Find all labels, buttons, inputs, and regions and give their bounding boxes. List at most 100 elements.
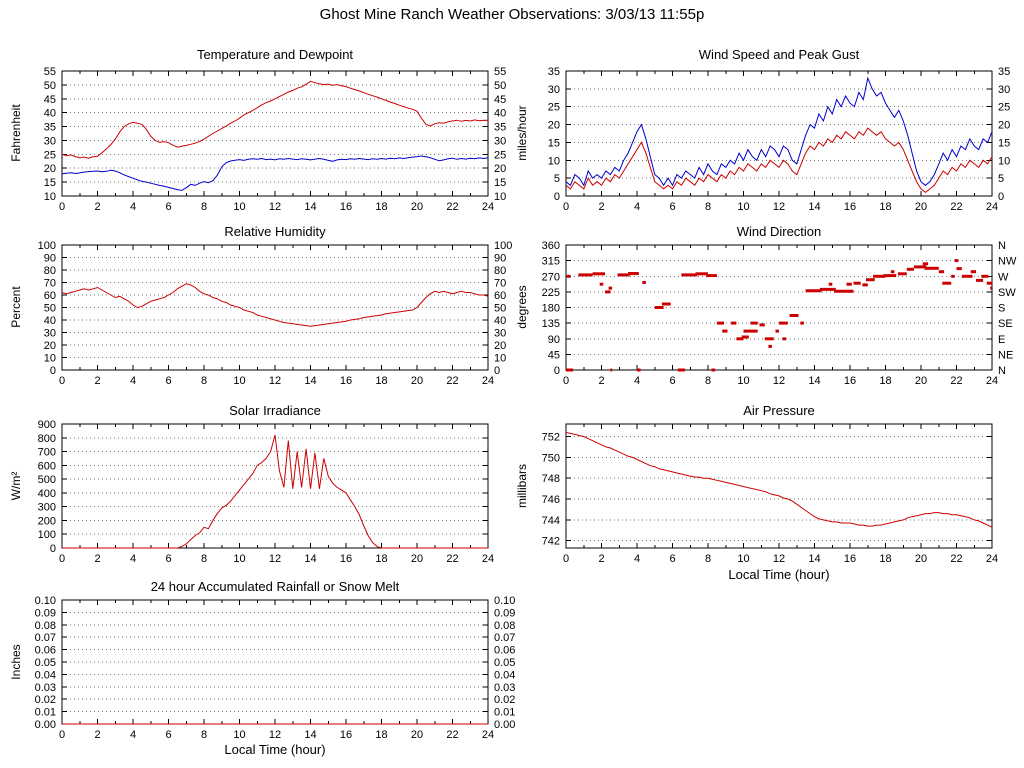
x-tick-label: 16 [340, 201, 352, 213]
x-tick-label: 20 [915, 553, 927, 565]
x-tick-label: 2 [94, 729, 100, 741]
y-tick-label-right: 0.03 [494, 682, 515, 694]
compass-label: NW [998, 256, 1017, 268]
y-tick-label: 50 [44, 80, 56, 92]
compass-label: SE [998, 318, 1013, 330]
x-tick-label: 8 [201, 729, 207, 741]
x-tick-label: 14 [304, 553, 316, 565]
x-tick-label: 6 [165, 729, 171, 741]
x-tick-label: 4 [634, 201, 640, 213]
y-tick-label: 400 [38, 488, 56, 500]
x-tick-label: 14 [808, 553, 820, 565]
chart-title-rainfall: 24 hour Accumulated Rainfall or Snow Mel… [150, 579, 400, 594]
y-tick-label-right: 60 [494, 290, 506, 302]
x-tick-label: 12 [269, 201, 281, 213]
chart-title-solar: Solar Irradiance [229, 403, 321, 418]
x-tick-label: 18 [879, 201, 891, 213]
x-tick-label: 6 [165, 375, 171, 387]
x-tick-label: 12 [773, 375, 785, 387]
x-tick-label: 14 [304, 729, 316, 741]
compass-label: E [998, 334, 1005, 346]
y-tick-label-right: 0.06 [494, 645, 515, 657]
y-axis-label-degrees: degrees [515, 285, 529, 329]
y-tick-label-right: 0 [998, 191, 1004, 203]
x-tick-label: 24 [482, 375, 494, 387]
y-tick-label: 500 [38, 474, 56, 486]
y-tick-label-right: 10 [998, 155, 1010, 167]
x-tick-label: 0 [563, 553, 569, 565]
y-tick-label: 0.08 [35, 620, 56, 632]
x-tick-label: 8 [705, 201, 711, 213]
y-tick-label: 600 [38, 460, 56, 472]
y-axis-label-miles-per-hour: miles/hour [515, 105, 529, 161]
x-tick-label: 0 [59, 375, 65, 387]
series-wind-speed [565, 127, 993, 194]
y-tick-label-right: 30 [998, 84, 1010, 96]
x-tick-label: 14 [808, 375, 820, 387]
compass-label: S [998, 303, 1005, 315]
x-tick-label: 6 [165, 553, 171, 565]
y-tick-label-right: 0.00 [494, 719, 515, 731]
x-tick-label: 18 [375, 729, 387, 741]
x-tick-label: 24 [482, 729, 494, 741]
x-tick-label: 22 [950, 201, 962, 213]
y-tick-label: 50 [44, 303, 56, 315]
y-tick-label-right: 45 [494, 94, 506, 106]
y-tick-label: 5 [554, 173, 560, 185]
y-tick-label-right: 20 [998, 120, 1010, 132]
y-tick-label: 35 [44, 122, 56, 134]
y-tick-label: 55 [44, 66, 56, 78]
y-tick-label-right: 20 [494, 163, 506, 175]
chart-title-pressure: Air Pressure [743, 403, 815, 418]
x-tick-label: 16 [340, 375, 352, 387]
plot-frame [61, 423, 489, 549]
y-tick-label-right: 0.02 [494, 694, 515, 706]
y-tick-label: 0.04 [35, 669, 56, 681]
x-tick-label: 4 [634, 375, 640, 387]
y-tick-label: 20 [44, 340, 56, 352]
x-tick-label: 18 [879, 553, 891, 565]
x-tick-label: 0 [59, 553, 65, 565]
y-tick-label: 0 [554, 365, 560, 377]
x-tick-label: 10 [233, 375, 245, 387]
y-tick-label-right: 20 [494, 340, 506, 352]
y-tick-label-right: 80 [494, 265, 506, 277]
compass-label: N [998, 365, 1006, 377]
x-tick-label: 22 [446, 375, 458, 387]
x-tick-label: 20 [411, 553, 423, 565]
x-tick-label: 2 [598, 553, 604, 565]
x-tick-label: 4 [634, 553, 640, 565]
y-tick-label: 180 [542, 303, 560, 315]
y-tick-label: 135 [542, 318, 560, 330]
x-tick-label: 10 [233, 553, 245, 565]
y-tick-label: 90 [548, 334, 560, 346]
chart-wind-direction: 0 2 4 6 8 10 12 14 16 18 20 22 240459013518022527031… [542, 240, 1017, 387]
y-tick-label-right: 40 [494, 108, 506, 120]
y-tick-label: 0.07 [35, 632, 56, 644]
y-tick-label-right: 0.07 [494, 632, 515, 644]
x-tick-label: 8 [201, 553, 207, 565]
x-tick-label: 0 [59, 729, 65, 741]
y-axis-label-percent: Percent [9, 286, 23, 328]
x-tick-label: 24 [986, 375, 998, 387]
x-tick-label: 10 [737, 553, 749, 565]
y-tick-label: 0.09 [35, 607, 56, 619]
y-tick-label-right: 10 [494, 353, 506, 365]
y-tick-label: 60 [44, 290, 56, 302]
x-tick-label: 20 [411, 201, 423, 213]
chart-rainfall: 0 2 4 6 8 10 12 14 16 18 20 22 240.00 0.000.01 0.010.0… [35, 595, 516, 741]
y-tick-label: 742 [542, 536, 560, 548]
x-tick-label: 22 [950, 375, 962, 387]
x-tick-label: 14 [808, 201, 820, 213]
y-tick-label: 15 [548, 137, 560, 149]
y-tick-label-right: 0.09 [494, 607, 515, 619]
y-tick-label: 90 [44, 253, 56, 265]
y-tick-label: 0.06 [35, 645, 56, 657]
y-tick-label: 100 [38, 529, 56, 541]
y-tick-label-right: 50 [494, 303, 506, 315]
y-tick-label: 70 [44, 278, 56, 290]
